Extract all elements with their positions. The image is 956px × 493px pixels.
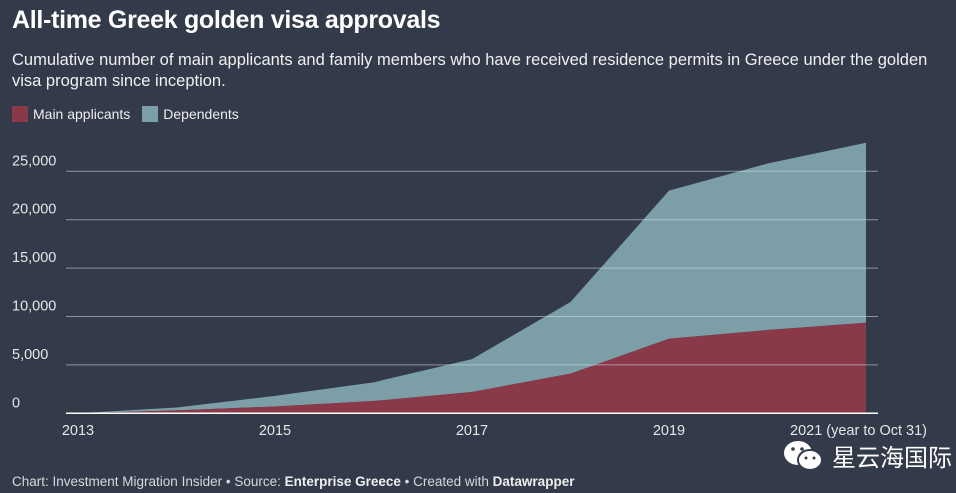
legend: Main applicants Dependents	[12, 106, 239, 122]
chart-title: All-time Greek golden visa approvals	[12, 6, 441, 34]
legend-swatch-main	[12, 106, 28, 122]
legend-item-main: Main applicants	[12, 106, 130, 122]
x-tick-label: 2019	[653, 423, 685, 439]
y-tick-label: 25,000	[12, 153, 56, 169]
legend-item-dependents: Dependents	[142, 106, 239, 122]
footer-created: • Created with	[400, 474, 493, 489]
wechat-icon	[784, 440, 823, 471]
chart-subtitle: Cumulative number of main applicants and…	[12, 51, 928, 90]
legend-swatch-dependents	[142, 106, 159, 122]
x-tick-label: 2017	[456, 423, 488, 439]
footer-tool: Datawrapper	[492, 474, 575, 489]
y-tick-label: 0	[12, 395, 20, 411]
footer: Chart: Investment Migration Insider • So…	[12, 474, 574, 489]
x-tick-label: 2015	[259, 423, 291, 439]
area-dependents	[78, 142, 866, 414]
legend-label-dependents: Dependents	[163, 106, 239, 122]
y-tick-label: 5,000	[12, 347, 48, 363]
footer-credit: Chart: Investment Migration Insider • So…	[12, 474, 285, 489]
area-main-applicants	[78, 322, 866, 414]
x-tick-label: 2013	[62, 423, 94, 439]
watermark-text: 星云海国际	[832, 445, 952, 472]
footer-source: Enterprise Greece	[284, 474, 401, 489]
y-tick-label: 15,000	[12, 250, 56, 266]
watermark: 星云海国际	[782, 438, 952, 473]
y-tick-label: 10,000	[12, 299, 56, 315]
x-tick-label: 2021 (year to Oct 31)	[790, 423, 927, 439]
legend-label-main: Main applicants	[33, 106, 131, 122]
y-tick-label: 20,000	[12, 202, 56, 218]
